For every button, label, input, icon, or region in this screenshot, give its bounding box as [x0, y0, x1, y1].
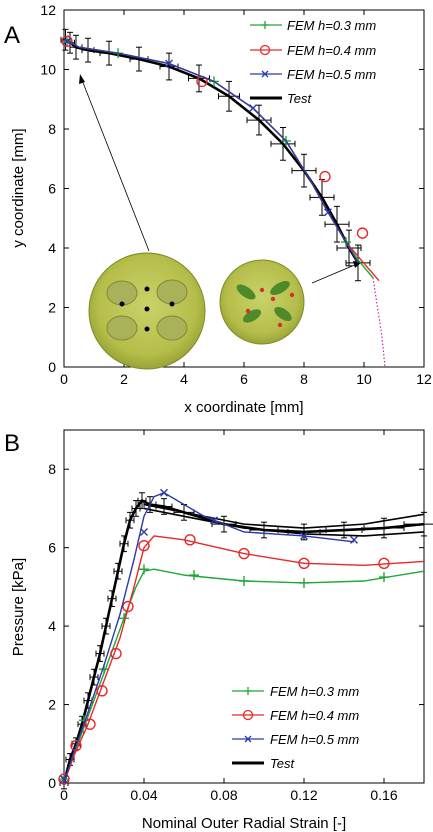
- panel-b-marker-circle: [138, 540, 150, 552]
- panel-b-series-line: [63, 492, 355, 784]
- panel-b-marker-circle: [96, 685, 108, 697]
- panel-b-legend: FEM h=0.3 mm FEM h=0.4 mm FEM h=0.5 mm T…: [232, 684, 359, 771]
- panel-b-ylabel: Pressure [kPa]: [10, 558, 27, 656]
- panel-a-y-tick-label: 12: [40, 2, 56, 18]
- panel-b-marker-circle: [70, 740, 82, 752]
- panel-b-marker-x: [300, 531, 308, 540]
- specimen-photo-right: [219, 259, 305, 345]
- panel-a-y-tick-label: 0: [48, 359, 56, 375]
- panel-a-marker-circle: [356, 227, 369, 239]
- panel-a-x-tick-label: 6: [240, 371, 248, 387]
- panel-a-x-tick-label: 12: [416, 371, 432, 387]
- panel-b-marker-circle: [298, 557, 310, 570]
- panel-b-y-tick-label: 8: [48, 461, 56, 477]
- panel-b-x-tick-label: 0.16: [370, 787, 397, 803]
- panel-b-axes: 0 0.04 0.08 0.12 0.16 0 2 4 6 8: [48, 430, 424, 803]
- panel-a-y-tick-label: 10: [40, 62, 56, 78]
- panel-b-y-tick-label: 0: [48, 775, 56, 791]
- panel-b-legend-label: Test: [270, 756, 295, 771]
- panel-a-series: [60, 28, 386, 368]
- panel-b-x-tick-label: 0: [60, 787, 68, 803]
- panel-a-y-tick-label: 4: [48, 240, 56, 256]
- panel-b-marker-x: [160, 488, 168, 497]
- panel-a-x-tick-label: 0: [60, 371, 68, 387]
- panel-a-y-tick-label: 6: [48, 181, 56, 197]
- panel-a-legend-label: FEM h=0.3 mm: [287, 18, 376, 33]
- panel-a-legend-label: FEM h=0.4 mm: [287, 43, 376, 58]
- panel-a: A 0 2 4 6 8 10 12 0 2 4 6 8 10 12 x coordinate [mm] y…: [4, 2, 432, 416]
- panel-a-y-tick-label: 2: [48, 300, 56, 316]
- panel-b-marker-plus: [189, 570, 199, 581]
- panel-b-y-tick-label: 2: [48, 697, 56, 713]
- specimen-photo-left: [88, 252, 206, 370]
- panel-b-test-line: [143, 503, 425, 529]
- panel-b-marker-x: [140, 527, 148, 536]
- panel-b-marker-plus: [239, 576, 249, 587]
- panel-b-legend-label: FEM h=0.5 mm: [270, 732, 359, 747]
- panel-a-extrapolation-line: [372, 277, 386, 368]
- panel-b-test-line: [143, 507, 425, 537]
- panel-b-x-tick-label: 0.12: [290, 787, 317, 803]
- panel-b-x-tick-label: 0.04: [130, 787, 157, 803]
- panel-a-marker-circle: [61, 35, 73, 47]
- panel-a-marker-x: [63, 37, 71, 46]
- panel-a-axes: 0 2 4 6 8 10 12 0 2 4 6 8 10 12: [40, 2, 432, 387]
- panel-b-legend-label: FEM h=0.4 mm: [270, 708, 359, 723]
- panel-b-y-tick-label: 4: [48, 618, 56, 634]
- panel-b-y-tick-label: 6: [48, 540, 56, 556]
- photo-pointer-lines: [79, 74, 362, 284]
- panel-b-marker-x: [60, 775, 68, 784]
- panel-b-series-line: [63, 568, 425, 784]
- panel-a-x-tick-label: 8: [300, 371, 308, 387]
- panel-b-marker-circle: [238, 547, 250, 560]
- panel-b-plot-frame: [63, 429, 425, 784]
- panel-a-x-tick-label: 4: [180, 371, 188, 387]
- panel-a-marker-x: [249, 104, 257, 113]
- panel-b-x-tick-label: 0.08: [210, 787, 237, 803]
- panel-a-legend-label: FEM h=0.5 mm: [287, 67, 376, 82]
- panel-a-ylabel: y coordinate [mm]: [10, 128, 27, 247]
- panel-b-series: [58, 488, 433, 790]
- panel-b-marker-circle: [110, 647, 122, 660]
- panel-a-x-tick-label: 2: [120, 371, 128, 387]
- panel-b-marker-circle: [184, 534, 196, 546]
- panel-b-marker-plus: [139, 564, 149, 575]
- panel-a-marker-circle: [319, 170, 331, 183]
- panel-a-marker-x: [324, 208, 332, 217]
- panel-b-series-line: [63, 535, 425, 784]
- panel-a-xlabel: x coordinate [mm]: [184, 399, 303, 416]
- panel-b-letter: B: [4, 430, 20, 457]
- panel-b: B 0 0.04 0.08 0.12 0.16 0 2 4 6 8 Nominal Outer R…: [4, 429, 433, 832]
- panel-a-y-tick-label: 8: [48, 121, 56, 137]
- panel-b-marker-plus: [299, 577, 309, 588]
- panel-b-marker-circle: [84, 718, 96, 730]
- panel-a-legend-label: Test: [287, 91, 312, 106]
- panel-b-marker-circle: [58, 773, 70, 785]
- panel-a-marker-x: [165, 59, 173, 68]
- panel-b-marker-x: [210, 516, 218, 525]
- panel-b-legend-label: FEM h=0.3 mm: [270, 684, 359, 699]
- panel-b-xlabel: Nominal Outer Radial Strain [-]: [142, 815, 346, 832]
- panel-a-legend: FEM h=0.3 mm FEM h=0.4 mm FEM h=0.5 mm T…: [250, 18, 376, 106]
- panel-a-x-tick-label: 10: [356, 371, 372, 387]
- panel-b-marker-circle: [122, 600, 134, 613]
- panel-b-marker-x: [350, 535, 358, 544]
- panel-a-letter: A: [4, 22, 20, 49]
- panel-b-marker-plus: [379, 572, 389, 583]
- panel-b-marker-circle: [378, 557, 390, 570]
